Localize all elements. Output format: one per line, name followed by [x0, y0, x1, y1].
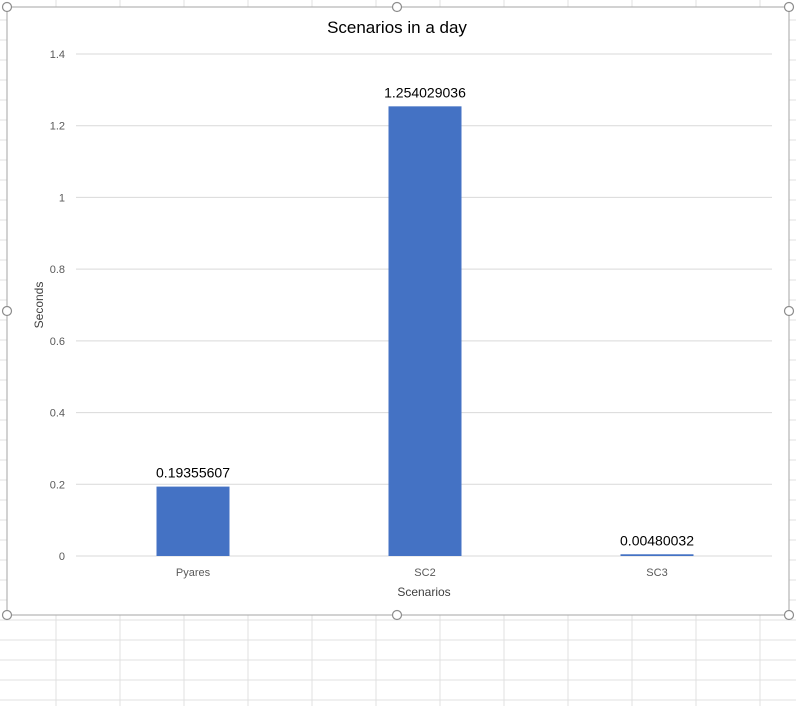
resize-handles[interactable] [1, 1, 795, 621]
x-tick-label: SC3 [646, 567, 667, 579]
y-tick-label: 0.2 [50, 479, 65, 491]
y-axis-tick-labels: 0 0.2 0.4 0.6 0.8 1 1.2 1.4 [50, 49, 65, 563]
x-tick-label: SC2 [414, 567, 435, 579]
y-tick-label: 1.4 [50, 49, 65, 61]
y-axis-title: Seconds [32, 282, 46, 329]
y-tick-label: 0.4 [50, 408, 65, 420]
y-tick-label: 0 [59, 551, 65, 563]
bar[interactable] [156, 486, 230, 556]
resize-handle[interactable] [391, 1, 403, 13]
data-label: 0.00480032 [620, 532, 694, 548]
resize-handle[interactable] [1, 305, 13, 317]
resize-handle[interactable] [1, 609, 13, 621]
x-tick-label: Pyares [176, 567, 211, 579]
data-labels: 0.19355607 1.254029036 0.00480032 [156, 84, 694, 548]
y-tick-label: 1 [59, 192, 65, 204]
data-label: 0.19355607 [156, 465, 230, 481]
resize-handle[interactable] [783, 609, 795, 621]
resize-handle[interactable] [391, 609, 403, 621]
y-tick-label: 0.8 [50, 264, 65, 276]
resize-handle[interactable] [783, 305, 795, 317]
y-tick-label: 0.6 [50, 336, 65, 348]
chart-title: Scenarios in a day [327, 18, 467, 37]
resize-handle[interactable] [1, 1, 13, 13]
bars [156, 106, 694, 557]
bar[interactable] [620, 554, 694, 556]
x-axis-title: Scenarios [397, 585, 450, 599]
x-axis-tick-labels: Pyares SC2 SC3 [176, 567, 668, 579]
data-label: 1.254029036 [384, 84, 466, 100]
y-tick-label: 1.2 [50, 121, 65, 133]
bar[interactable] [388, 106, 462, 557]
resize-handle[interactable] [783, 1, 795, 13]
